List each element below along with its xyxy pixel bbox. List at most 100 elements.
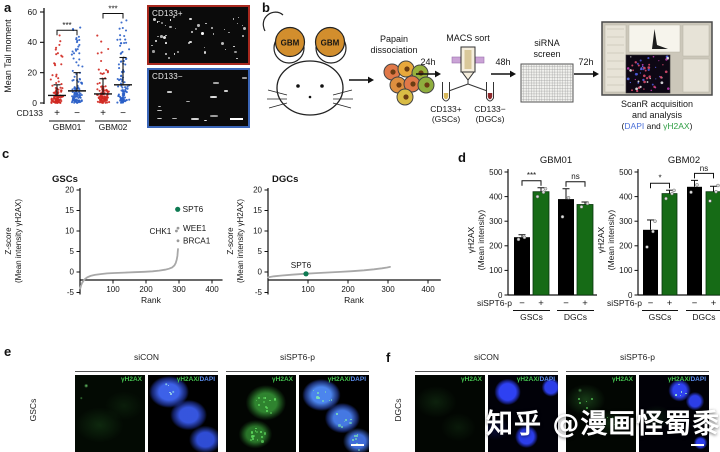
svg-text:−: − bbox=[74, 108, 80, 119]
scale-bar bbox=[691, 444, 704, 446]
svg-text:48h: 48h bbox=[495, 57, 510, 67]
channel-label: γH2AX/DAPI bbox=[176, 376, 215, 383]
svg-text:24h: 24h bbox=[420, 57, 435, 67]
svg-text:CD133−: CD133− bbox=[474, 104, 505, 114]
comet-image-cd133-minus: CD133− bbox=[147, 68, 250, 128]
channel-label: γH2AX/DAPI bbox=[327, 376, 366, 383]
scale-bar bbox=[230, 118, 243, 120]
svg-text:500: 500 bbox=[619, 168, 633, 177]
svg-text:GBM02: GBM02 bbox=[99, 122, 128, 132]
svg-text:(Mean intensity): (Mean intensity) bbox=[476, 210, 486, 271]
svg-text:DGCs: DGCs bbox=[692, 312, 715, 322]
channel-label: γH2AX bbox=[272, 376, 293, 383]
svg-text:-5: -5 bbox=[255, 288, 263, 297]
panel-e-col-line bbox=[226, 371, 369, 372]
svg-text:20: 20 bbox=[65, 186, 74, 195]
channel-label: γH2AX/DAPI bbox=[667, 376, 706, 383]
svg-text:MACS sort: MACS sort bbox=[446, 33, 490, 43]
channel-label: γH2AX bbox=[612, 376, 633, 383]
svg-text:CHK1: CHK1 bbox=[150, 227, 172, 236]
watermark: 知乎 @漫画怪蜀黍 bbox=[486, 409, 720, 440]
svg-text:γH2AX: γH2AX bbox=[466, 226, 476, 253]
svg-text:siSPT6-p: siSPT6-p bbox=[477, 298, 512, 308]
svg-text:***: *** bbox=[108, 5, 117, 14]
svg-text:72h: 72h bbox=[578, 57, 593, 67]
svg-text:60: 60 bbox=[28, 7, 38, 17]
svg-text:−: − bbox=[563, 298, 569, 309]
svg-text:ScanR acquisition: ScanR acquisition bbox=[621, 99, 693, 109]
svg-text:CD133+: CD133+ bbox=[430, 104, 461, 114]
comet-image-cd133-plus: CD133+ bbox=[147, 5, 250, 65]
svg-text:15: 15 bbox=[65, 206, 74, 215]
svg-text:−: − bbox=[519, 298, 525, 309]
panel-label-b: b bbox=[262, 0, 270, 15]
svg-text:screen: screen bbox=[533, 49, 560, 59]
svg-text:200: 200 bbox=[489, 242, 503, 251]
svg-text:+: + bbox=[538, 298, 544, 309]
svg-text:(GSCs): (GSCs) bbox=[432, 114, 461, 124]
svg-text:GSCs: GSCs bbox=[649, 312, 672, 322]
svg-text:100: 100 bbox=[619, 266, 633, 275]
micrograph-e-sicon-gh2ax: γH2AX bbox=[75, 375, 145, 452]
panel-d-gbm02: 0 100 200 300 400 500 GBM02 γH2AX (Mean intensit… bbox=[596, 155, 720, 322]
panel-f-col-line bbox=[415, 371, 558, 372]
svg-text:ns: ns bbox=[571, 172, 579, 181]
svg-text:siSPT6-p: siSPT6-p bbox=[607, 298, 642, 308]
svg-text:GBM02: GBM02 bbox=[668, 155, 700, 166]
svg-text:GBM: GBM bbox=[321, 39, 340, 48]
svg-text:GSCs: GSCs bbox=[52, 174, 78, 185]
svg-text:100: 100 bbox=[106, 285, 120, 294]
panel-e-col-sispt6p: siSPT6-p bbox=[280, 352, 315, 362]
comet-image-label: CD133+ bbox=[152, 9, 183, 18]
svg-text:Rank: Rank bbox=[141, 295, 162, 305]
svg-text:BRCA1: BRCA1 bbox=[183, 237, 211, 246]
svg-text:WEE1: WEE1 bbox=[183, 224, 207, 233]
svg-text:***: *** bbox=[62, 21, 71, 30]
micrograph-e-sicon-merge: γH2AX/DAPI bbox=[148, 375, 218, 452]
svg-text:γH2AX: γH2AX bbox=[596, 226, 606, 253]
svg-text:GBM01: GBM01 bbox=[540, 155, 572, 166]
svg-text:+: + bbox=[667, 298, 673, 309]
svg-text:+: + bbox=[711, 298, 717, 309]
scale-bar bbox=[351, 444, 364, 446]
panel-label-f: f bbox=[386, 350, 391, 365]
svg-text:100: 100 bbox=[301, 285, 315, 294]
svg-text:Papain: Papain bbox=[380, 34, 408, 44]
svg-text:200: 200 bbox=[341, 285, 355, 294]
svg-text:Rank: Rank bbox=[344, 295, 365, 305]
svg-text:Z-score: Z-score bbox=[4, 227, 13, 255]
panel-label-a: a bbox=[4, 0, 12, 15]
panel-c-gscs-plot: -5 0 5 10 15 20 100 200 300 400 GSCs Rank Z-score (Me… bbox=[4, 174, 223, 305]
svg-text:10: 10 bbox=[65, 227, 74, 236]
svg-text:+: + bbox=[100, 108, 106, 119]
panel-f-col-line bbox=[566, 371, 709, 372]
svg-text:siRNA: siRNA bbox=[534, 38, 560, 48]
svg-text:-5: -5 bbox=[67, 288, 75, 297]
svg-text:−: − bbox=[120, 108, 126, 119]
panel-c-dgcs-plot: -5 0 5 10 15 20 100 200 300 400 DGCs Rank Z-score (Me… bbox=[226, 174, 441, 305]
panel-d-gbm01: 0 100 200 300 400 500 GBM01 γH2AX (Mean intensit… bbox=[466, 155, 597, 322]
svg-text:40: 40 bbox=[28, 37, 38, 47]
micrograph-f-sicon-merge: γH2AX/DAPI bbox=[488, 375, 558, 452]
svg-text:GBM: GBM bbox=[281, 39, 300, 48]
svg-text:200: 200 bbox=[139, 285, 153, 294]
svg-text:Z-score: Z-score bbox=[226, 227, 235, 255]
svg-text:0: 0 bbox=[628, 291, 633, 300]
svg-text:15: 15 bbox=[253, 206, 262, 215]
svg-text:*: * bbox=[658, 174, 661, 183]
svg-text:−: − bbox=[648, 298, 654, 309]
svg-text:SPT6: SPT6 bbox=[183, 205, 204, 214]
svg-text:DGCs: DGCs bbox=[564, 312, 587, 322]
svg-text:+: + bbox=[54, 108, 60, 119]
micrograph-f-sispt6p-merge: γH2AX/DAPI bbox=[639, 375, 709, 452]
svg-text:GBM01: GBM01 bbox=[53, 122, 82, 132]
panel-f-row-label: DGCs bbox=[393, 398, 403, 422]
svg-text:100: 100 bbox=[489, 266, 503, 275]
svg-text:ns: ns bbox=[700, 164, 708, 173]
svg-text:(DGCs): (DGCs) bbox=[476, 114, 505, 124]
panel-label-d: d bbox=[458, 150, 466, 165]
svg-text:300: 300 bbox=[619, 217, 633, 226]
